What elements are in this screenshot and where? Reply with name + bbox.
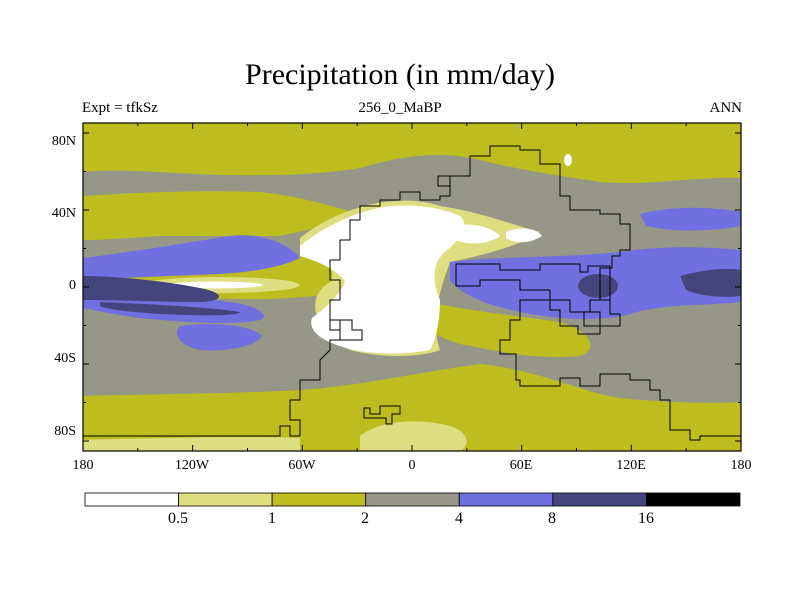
- east-dark-spot: [578, 274, 618, 298]
- west-blue-itcz: [83, 235, 300, 280]
- south-pale-strip: [83, 437, 300, 451]
- colorbar-segment: [458, 492, 554, 507]
- arid-white-ne: [506, 228, 542, 243]
- lat-label-40s: 40S: [54, 351, 76, 366]
- colorbar-label-1: 1: [268, 510, 276, 527]
- sea-outline: [455, 263, 611, 313]
- map-title: Precipitation (in mm/day): [245, 58, 555, 91]
- experiment-label: Expt = tfkSz: [82, 100, 158, 116]
- season-label: ANN: [709, 100, 743, 116]
- time-label: 256_0_MaBP: [358, 100, 442, 116]
- lat-label-80n: 80N: [51, 134, 76, 149]
- colorbar-label-8: 8: [548, 510, 556, 527]
- arctic-white-spot: [564, 154, 572, 166]
- south-olive-band: [83, 364, 741, 451]
- colorbar-label-2: 2: [361, 510, 369, 527]
- lon-label-180e: 180: [730, 458, 752, 473]
- east-blue-north: [640, 207, 741, 231]
- lon-label-0: 0: [408, 458, 416, 473]
- colorbar: [84, 492, 741, 507]
- contour-fill: [83, 123, 741, 451]
- lon-label-120w: 120W: [174, 458, 210, 473]
- east-dark-blob: [680, 268, 741, 297]
- north-mid-olive: [83, 191, 360, 240]
- colorbar-label-4: 4: [455, 510, 463, 527]
- inland-outline: [329, 175, 601, 425]
- arid-white-core: [300, 205, 465, 354]
- colorbar-segment: [552, 492, 647, 507]
- lat-label-40n: 40N: [51, 206, 76, 221]
- blue-south-patch: [176, 324, 262, 351]
- colorbar-segment: [84, 492, 179, 507]
- lat-label-80s: 80S: [54, 424, 76, 439]
- continent-outline: [289, 145, 741, 441]
- colorbar-label-0.5: 0.5: [168, 510, 188, 527]
- west-dark-band: [83, 276, 219, 302]
- southeast-olive: [419, 300, 591, 358]
- lon-label-60e: 60E: [509, 458, 533, 473]
- colorbar-segment: [646, 492, 741, 507]
- colorbar-segment: [365, 492, 460, 507]
- colorbar-segment: [271, 492, 367, 507]
- axis-ticks: [82, 123, 742, 451]
- north-olive-band: [83, 123, 741, 183]
- colorbar-label-16: 16: [638, 510, 654, 527]
- west-dark-tail: [100, 302, 240, 316]
- colorbar-segment: [178, 492, 273, 507]
- lon-label-120e: 120E: [616, 458, 646, 473]
- lon-label-60w: 60W: [288, 458, 316, 473]
- lon-label-180w: 180: [72, 458, 94, 473]
- western-coast-outline: [83, 425, 300, 437]
- arid-white-north: [450, 224, 500, 244]
- south-pale-cap: [360, 421, 467, 451]
- lat-label-0: 0: [69, 278, 76, 293]
